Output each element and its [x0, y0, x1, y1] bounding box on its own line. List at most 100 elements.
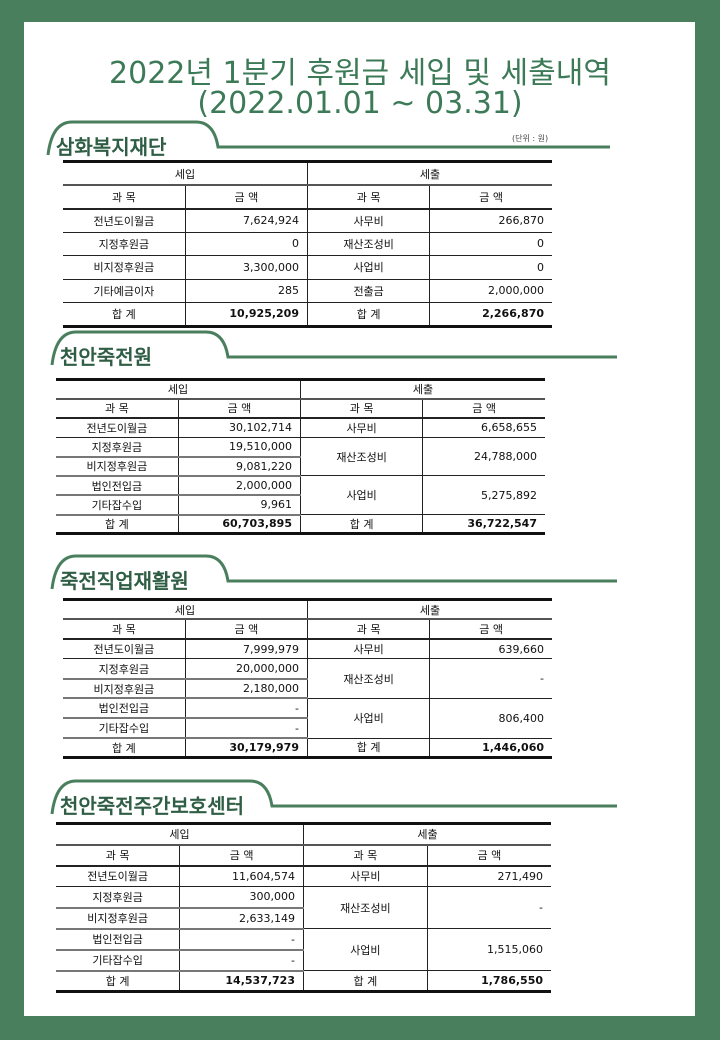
item-column-header: 과 목 — [306, 619, 430, 641]
item-column-header: 과 목 — [299, 398, 423, 420]
expense-header: 세출 — [303, 822, 551, 846]
expense-item: 재산조성비 — [303, 886, 428, 929]
item-column-header: 과 목 — [56, 398, 179, 420]
income-amount: 11,604,574 — [179, 865, 304, 887]
expense-total-label: 합 계 — [299, 514, 423, 536]
income-item: 비지정후원금 — [56, 456, 179, 477]
expense-item: 사업비 — [299, 475, 423, 516]
table-row: 지정후원금 20,000,000 재산조성비 - — [63, 658, 552, 699]
income-item: 비지정후원금 — [63, 255, 186, 280]
income-amount: - — [179, 949, 304, 972]
expense-header: 세출 — [300, 377, 545, 400]
group-header-row: 세입 세출 — [63, 160, 552, 186]
expense-item: 사무비 — [303, 865, 428, 887]
table-row: 비지정후원금 9,081,220 — [56, 456, 545, 477]
income-amount: - — [184, 718, 308, 740]
income-item: 기타잡수입 — [56, 495, 179, 516]
table-row: 지정후원금 0 재산조성비 0 — [63, 232, 552, 256]
income-item: 전년도이월금 — [63, 639, 186, 660]
expense-item: 사업비 — [303, 928, 428, 971]
group-header-row: 세입 세출 — [63, 598, 552, 621]
income-item: 법인전입금 — [56, 928, 180, 951]
expense-amount: 24,788,000 — [422, 437, 545, 477]
expense-item: 재산조성비 — [299, 437, 423, 477]
income-header: 세입 — [56, 377, 301, 400]
income-amount: 7,999,979 — [184, 639, 308, 660]
expense-amount: - — [429, 658, 552, 699]
expense-header: 세출 — [307, 160, 552, 186]
income-item: 지정후원금 — [56, 437, 179, 458]
table-row: 전년도이월금 30,102,714 사무비 6,658,655 — [56, 418, 545, 438]
item-column-header: 과 목 — [306, 185, 430, 210]
page-subtitle-period: (2022.01.01 ~ 03.31) — [197, 86, 523, 121]
group-header-row: 세입 세출 — [56, 822, 551, 846]
expense-header: 세출 — [307, 598, 552, 621]
amount-column-header: 금 액 — [184, 619, 308, 641]
income-item: 전년도이월금 — [56, 418, 179, 438]
table-row: 기타잡수입 - — [56, 949, 551, 972]
table-row: 지정후원금 19,510,000 재산조성비 24,788,000 — [56, 437, 545, 477]
page-title: 2022년 1분기 후원금 세입 및 세출내역 — [109, 56, 611, 91]
income-amount: 2,633,149 — [179, 907, 304, 930]
expense-total-amount: 36,722,547 — [422, 514, 545, 536]
expense-item: 사무비 — [299, 418, 423, 438]
income-amount: 300,000 — [179, 886, 304, 909]
income-amount: 3,300,000 — [184, 255, 308, 280]
total-row: 합 계 60,703,895 합 계 36,722,547 — [56, 514, 545, 536]
income-item: 비지정후원금 — [63, 678, 186, 700]
table-row: 법인전입금 - 사업비 1,515,060 — [56, 928, 551, 971]
expense-amount: 1,515,060 — [426, 928, 551, 971]
table-row: 전년도이월금 11,604,574 사무비 271,490 — [56, 865, 551, 887]
section-title: 천안죽전원 — [60, 345, 152, 369]
income-total-amount: 14,537,723 — [179, 970, 304, 993]
expense-amount: 0 — [429, 232, 552, 256]
expense-item: 재산조성비 — [306, 232, 430, 256]
table-row: 비지정후원금 2,180,000 — [63, 678, 552, 700]
income-item: 전년도이월금 — [63, 208, 186, 233]
income-amount: - — [184, 698, 308, 720]
expense-amount: 271,490 — [426, 865, 551, 887]
income-total-amount: 60,703,895 — [177, 514, 301, 536]
item-column-header: 과 목 — [56, 844, 180, 867]
income-header: 세입 — [63, 598, 308, 621]
expense-item: 전출금 — [306, 279, 430, 303]
income-item: 비지정후원금 — [56, 907, 180, 930]
income-header: 세입 — [63, 160, 308, 186]
section-tab-decoration — [50, 554, 617, 590]
amount-column-header: 금 액 — [422, 398, 545, 420]
expense-item: 사업비 — [306, 698, 430, 739]
section-title: 삼화복지재단 — [56, 135, 167, 159]
section-title: 죽전직업재활원 — [60, 569, 189, 593]
income-amount: 20,000,000 — [184, 658, 308, 680]
income-amount: 30,102,714 — [177, 418, 301, 438]
expense-item: 사무비 — [306, 208, 430, 233]
amount-column-header: 금 액 — [177, 398, 301, 420]
table-row: 지정후원금 300,000 재산조성비 - — [56, 886, 551, 929]
expense-amount: 806,400 — [429, 698, 552, 739]
income-item: 지정후원금 — [63, 658, 186, 680]
amount-column-header: 금 액 — [184, 185, 308, 210]
income-total-amount: 30,179,979 — [184, 737, 308, 760]
income-amount: 7,624,924 — [184, 208, 308, 233]
group-header-row: 세입 세출 — [56, 377, 545, 400]
income-item: 기타잡수입 — [63, 718, 186, 740]
expense-total-amount: 2,266,870 — [429, 302, 552, 328]
expense-amount: 6,658,655 — [422, 418, 545, 438]
unit-label: (단위 : 원) — [512, 134, 549, 143]
income-amount: 285 — [184, 279, 308, 303]
table-row: 법인전입금 - 사업비 806,400 — [63, 698, 552, 739]
income-item: 전년도이월금 — [56, 865, 180, 887]
income-item: 지정후원금 — [56, 886, 180, 909]
expense-total-label: 합 계 — [306, 737, 430, 760]
income-amount: 2,000,000 — [177, 475, 301, 497]
income-header: 세입 — [56, 822, 304, 846]
section-tab-decoration — [50, 330, 617, 366]
income-amount: 2,180,000 — [184, 678, 308, 700]
income-total-amount: 10,925,209 — [184, 302, 308, 328]
expense-item: 사무비 — [306, 639, 430, 660]
income-total-label: 합 계 — [56, 970, 180, 993]
